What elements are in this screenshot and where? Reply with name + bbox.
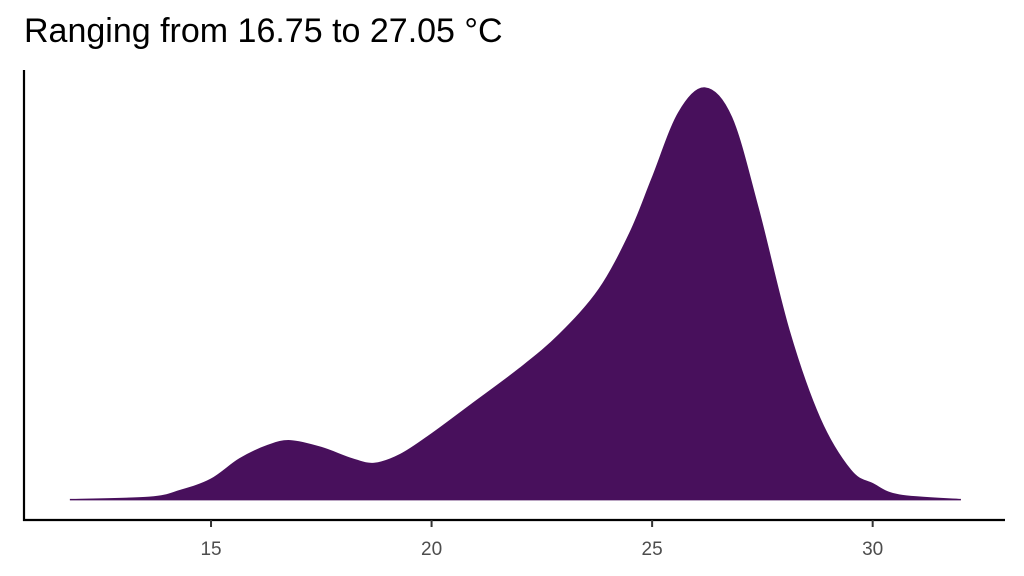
x-tick-label: 30 xyxy=(862,539,883,560)
x-tick-label: 20 xyxy=(421,539,442,560)
x-axis-ticks: 15 20 25 30 xyxy=(200,520,883,560)
density-area xyxy=(69,87,961,501)
x-tick-label: 25 xyxy=(642,539,663,560)
x-tick-label: 15 xyxy=(200,539,221,560)
chart-title: Ranging from 16.75 to 27.05 °C xyxy=(24,12,503,50)
